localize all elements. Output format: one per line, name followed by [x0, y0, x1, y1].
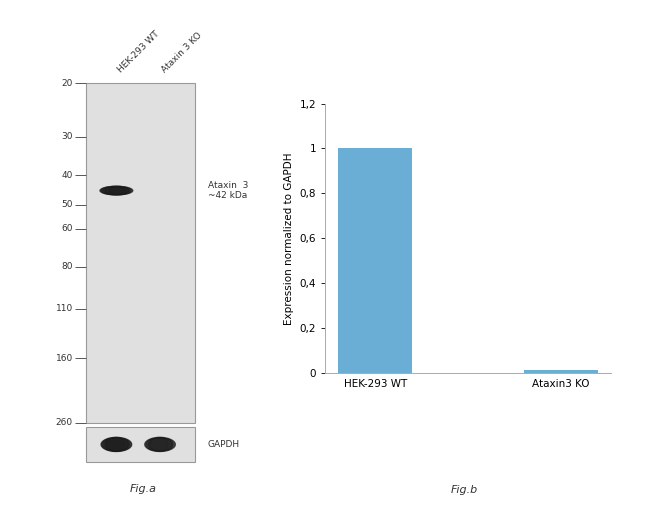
Text: 110: 110: [55, 305, 73, 313]
Ellipse shape: [145, 438, 176, 451]
Text: Fig.b: Fig.b: [451, 484, 478, 495]
Ellipse shape: [148, 438, 168, 451]
Ellipse shape: [105, 438, 125, 451]
Ellipse shape: [146, 438, 172, 451]
Bar: [86, 427, 195, 462]
Bar: [86, 83, 195, 423]
Text: 260: 260: [56, 418, 73, 427]
Ellipse shape: [103, 438, 129, 451]
Text: 20: 20: [62, 79, 73, 88]
Ellipse shape: [149, 438, 174, 451]
Bar: [524, 370, 598, 373]
Text: Ataxin  3
~42 kDa: Ataxin 3 ~42 kDa: [208, 181, 248, 200]
Ellipse shape: [101, 438, 132, 451]
Text: 60: 60: [61, 224, 73, 233]
Ellipse shape: [105, 186, 131, 195]
Text: HEK-293 WT: HEK-293 WT: [116, 30, 161, 75]
Ellipse shape: [101, 186, 129, 195]
Bar: [338, 149, 412, 373]
Text: 80: 80: [61, 262, 73, 271]
Y-axis label: Expression normalized to GAPDH: Expression normalized to GAPDH: [284, 152, 294, 325]
Text: 160: 160: [55, 354, 73, 363]
Text: 30: 30: [61, 133, 73, 141]
Ellipse shape: [109, 186, 129, 195]
Text: 50: 50: [61, 200, 73, 209]
Text: 40: 40: [62, 170, 73, 180]
Text: Ataxin 3 KO: Ataxin 3 KO: [160, 31, 203, 75]
Ellipse shape: [103, 186, 125, 195]
Ellipse shape: [105, 438, 130, 451]
Text: Fig.a: Fig.a: [129, 484, 157, 494]
Ellipse shape: [100, 186, 133, 195]
Text: GAPDH: GAPDH: [208, 440, 240, 449]
